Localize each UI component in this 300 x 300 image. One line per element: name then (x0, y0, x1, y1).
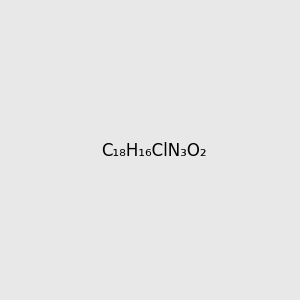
Text: C₁₈H₁₆ClN₃O₂: C₁₈H₁₆ClN₃O₂ (101, 142, 207, 160)
